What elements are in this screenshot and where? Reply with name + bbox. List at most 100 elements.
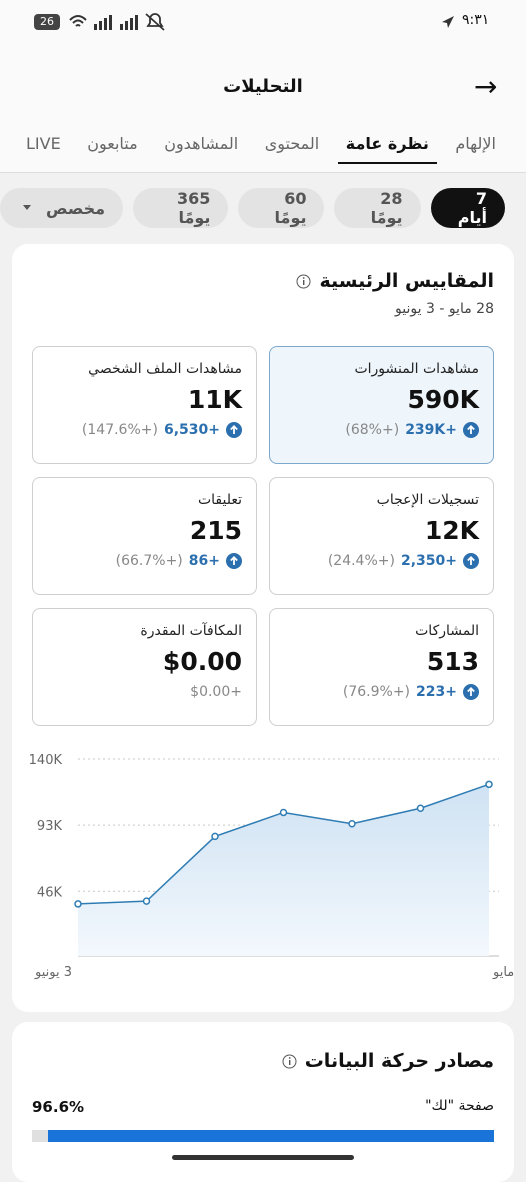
- metric-label: المشاركات: [415, 623, 479, 639]
- change-percent: (+68%): [345, 422, 400, 438]
- metric-change: +86 (+66.7%): [47, 553, 242, 569]
- header-title: التحليلات: [223, 76, 303, 97]
- source-label: صفحة "لك": [425, 1098, 494, 1114]
- range-label: مخصص: [46, 198, 106, 218]
- trend-up-icon: [226, 422, 242, 438]
- x-tick-label: 28 مايو: [492, 965, 514, 980]
- metric-value: 12K: [424, 516, 479, 545]
- range-selector: 7 أيام 28 يومًا 60 يومًا 365 يومًا مخصص: [0, 188, 505, 228]
- tab[interactable]: LIVE: [26, 134, 61, 153]
- tab-bar: الإلهام نظرة عامة المحتوى المشاهدون متابعون L…: [18, 128, 504, 172]
- change-value: +$0.00: [190, 684, 242, 700]
- trend-up-icon: [463, 422, 479, 438]
- tab[interactable]: الإلهام: [455, 134, 496, 153]
- point: [348, 819, 356, 828]
- point: [211, 832, 219, 841]
- range-pill[interactable]: 60 يومًا: [238, 188, 325, 228]
- range-pill[interactable]: مخصص: [0, 188, 124, 228]
- metric-change: +223 (+76.9%): [284, 684, 479, 700]
- x-tick-label: 3 يونيو: [34, 965, 72, 980]
- trend-up-icon: [463, 553, 479, 569]
- top-bar: [0, 0, 526, 173]
- metric-card[interactable]: المكافآت المقدرة $0.00 +$0.00: [32, 608, 257, 726]
- change-value: +223: [416, 684, 457, 700]
- metric-card[interactable]: المشاركات 513 +223 (+76.9%): [269, 608, 494, 726]
- metric-label: مشاهدات المنشورات: [354, 361, 479, 377]
- clock: ٩:٣١: [462, 12, 490, 28]
- y-tick-label: 140K: [29, 753, 63, 768]
- info-icon[interactable]: [296, 274, 311, 289]
- range-label: 365 يومًا: [177, 189, 211, 227]
- point: [485, 780, 493, 789]
- metric-change: +2,350 (+24.4%): [284, 553, 479, 569]
- range-label: 60 يومًا: [274, 189, 307, 227]
- change-percent: (+76.9%): [342, 684, 411, 700]
- metric-card[interactable]: مشاهدات المنشورات 590K +239K (+68%): [269, 346, 494, 464]
- icon-arrow: [230, 556, 238, 565]
- range-pill[interactable]: 7 أيام: [430, 188, 505, 228]
- metric-value: 11K: [187, 385, 242, 414]
- change-percent: (+24.4%): [327, 553, 395, 569]
- icon-arrow: [467, 687, 475, 696]
- battery: 26: [34, 14, 60, 30]
- icon-arrow: [467, 556, 475, 565]
- change-value: +239K: [405, 422, 457, 438]
- change-value: +6,530: [163, 422, 220, 438]
- dropdown-caret: [23, 205, 31, 210]
- metric-value: 513: [426, 647, 479, 676]
- metrics-date: 28 مايو - 3 يونيو: [395, 301, 494, 317]
- change-value: +2,350: [400, 553, 457, 569]
- range-label: 28 يومًا: [370, 189, 403, 227]
- metric-label: تعليقات: [197, 492, 242, 508]
- metric-change: +$0.00: [47, 684, 242, 700]
- home-indicator: [172, 1155, 354, 1160]
- tab[interactable]: متابعون: [87, 134, 138, 153]
- point: [74, 900, 82, 908]
- info-icon[interactable]: [282, 1054, 297, 1069]
- change-percent: (+147.6%): [81, 422, 158, 438]
- metric-change: +6,530 (+147.6%): [47, 422, 242, 438]
- range-label: 7 أيام: [457, 189, 487, 227]
- point: [142, 897, 151, 905]
- tab[interactable]: المحتوى: [264, 134, 320, 153]
- metric-cards: مشاهدات المنشورات 590K +239K (+68%) مشاهدات …: [32, 346, 494, 726]
- metric-value: 215: [189, 516, 242, 545]
- metric-label: مشاهدات الملف الشخصي: [88, 361, 242, 377]
- metrics-heading: المقاييس الرئيسية: [296, 270, 494, 292]
- trend-up-icon: [463, 684, 479, 700]
- back-button[interactable]: →: [474, 70, 498, 103]
- tab[interactable]: المشاهدون: [164, 134, 239, 153]
- source-track: [32, 1130, 494, 1142]
- range-pill[interactable]: 28 يومًا: [334, 188, 421, 228]
- metrics-title: المقاييس الرئيسية: [319, 270, 494, 292]
- location-icon: [442, 16, 454, 28]
- icon-arrow: [467, 425, 475, 434]
- tab[interactable]: نظرة عامة: [337, 128, 437, 164]
- point: [279, 808, 288, 817]
- metric-card[interactable]: مشاهدات الملف الشخصي 11K +6,530 (+147.6%): [32, 346, 257, 464]
- metric-card[interactable]: تسجيلات الإعجاب 12K +2,350 (+24.4%): [269, 477, 494, 595]
- traffic-title: مصادر حركة البيانات: [304, 1050, 494, 1072]
- metric-change: +239K (+68%): [284, 422, 479, 438]
- line-chart: 46K 93K 140K 3 يونيو 28 مايو: [29, 753, 514, 980]
- source-bar: [47, 1130, 494, 1142]
- y-tick-label: 46K: [37, 885, 63, 900]
- metric-value: $0.00: [162, 647, 242, 676]
- change-value: +86: [188, 553, 220, 569]
- source-value: 96.6%: [32, 1098, 85, 1116]
- metric-label: المكافآت المقدرة: [140, 623, 242, 639]
- status-icons: [69, 13, 165, 31]
- area: [78, 784, 489, 956]
- metric-card[interactable]: تعليقات 215 +86 (+66.7%): [32, 477, 257, 595]
- trend-up-icon: [226, 553, 242, 569]
- point: [416, 804, 425, 812]
- y-tick-label: 93K: [37, 819, 63, 834]
- caret: [23, 205, 31, 210]
- icon-arrow: [230, 425, 238, 434]
- change-percent: (+66.7%): [115, 553, 183, 569]
- metric-value: 590K: [407, 385, 479, 414]
- range-pill[interactable]: 365 يومًا: [133, 188, 229, 228]
- traffic-heading: مصادر حركة البيانات: [282, 1050, 494, 1072]
- metric-label: تسجيلات الإعجاب: [376, 492, 479, 508]
